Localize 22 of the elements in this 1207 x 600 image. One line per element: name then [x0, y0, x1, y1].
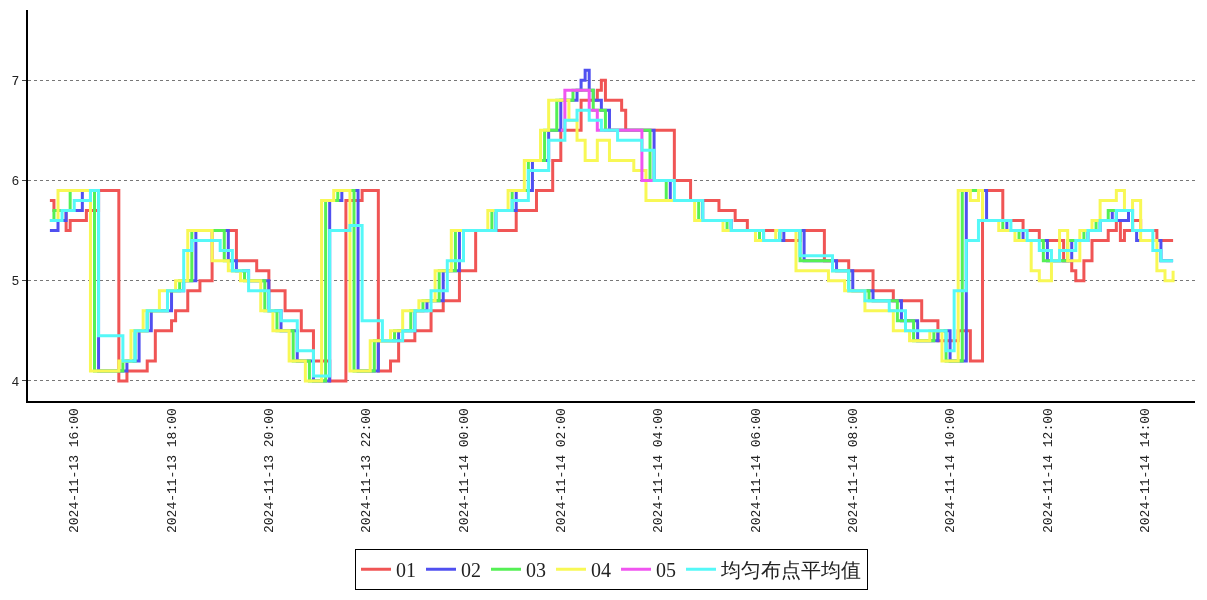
x-tick-label: 2024-11-14 12:00 [1040, 408, 1056, 534]
legend-label: 01 [396, 558, 416, 581]
y-tick-label: 4 [11, 374, 20, 390]
x-tick-label: 2024-11-14 00:00 [456, 408, 472, 534]
legend-label: 03 [526, 558, 546, 581]
x-tick-label: 2024-11-14 06:00 [748, 408, 764, 534]
legend-label: 02 [461, 558, 481, 581]
y-tick-label: 7 [11, 73, 20, 89]
x-tick-label: 2024-11-14 10:00 [943, 408, 959, 534]
x-tick-label: 2024-11-13 22:00 [359, 408, 375, 534]
x-tick-label: 2024-11-13 20:00 [262, 408, 278, 534]
x-tick-label: 2024-11-14 02:00 [554, 408, 570, 534]
x-tick-label: 2024-11-14 08:00 [845, 408, 861, 534]
x-tick-label: 2024-11-14 04:00 [651, 408, 667, 534]
legend-label: 05 [656, 558, 676, 581]
x-tick-label: 2024-11-13 18:00 [164, 408, 180, 534]
legend-label: 04 [591, 558, 611, 581]
legend-label: 均匀布点平均值 [720, 558, 861, 581]
x-tick-label: 2024-11-14 14:00 [1137, 408, 1153, 534]
y-tick-label: 5 [11, 274, 20, 290]
x-tick-label: 2024-11-13 16:00 [67, 408, 83, 534]
y-tick-label: 6 [11, 173, 20, 189]
